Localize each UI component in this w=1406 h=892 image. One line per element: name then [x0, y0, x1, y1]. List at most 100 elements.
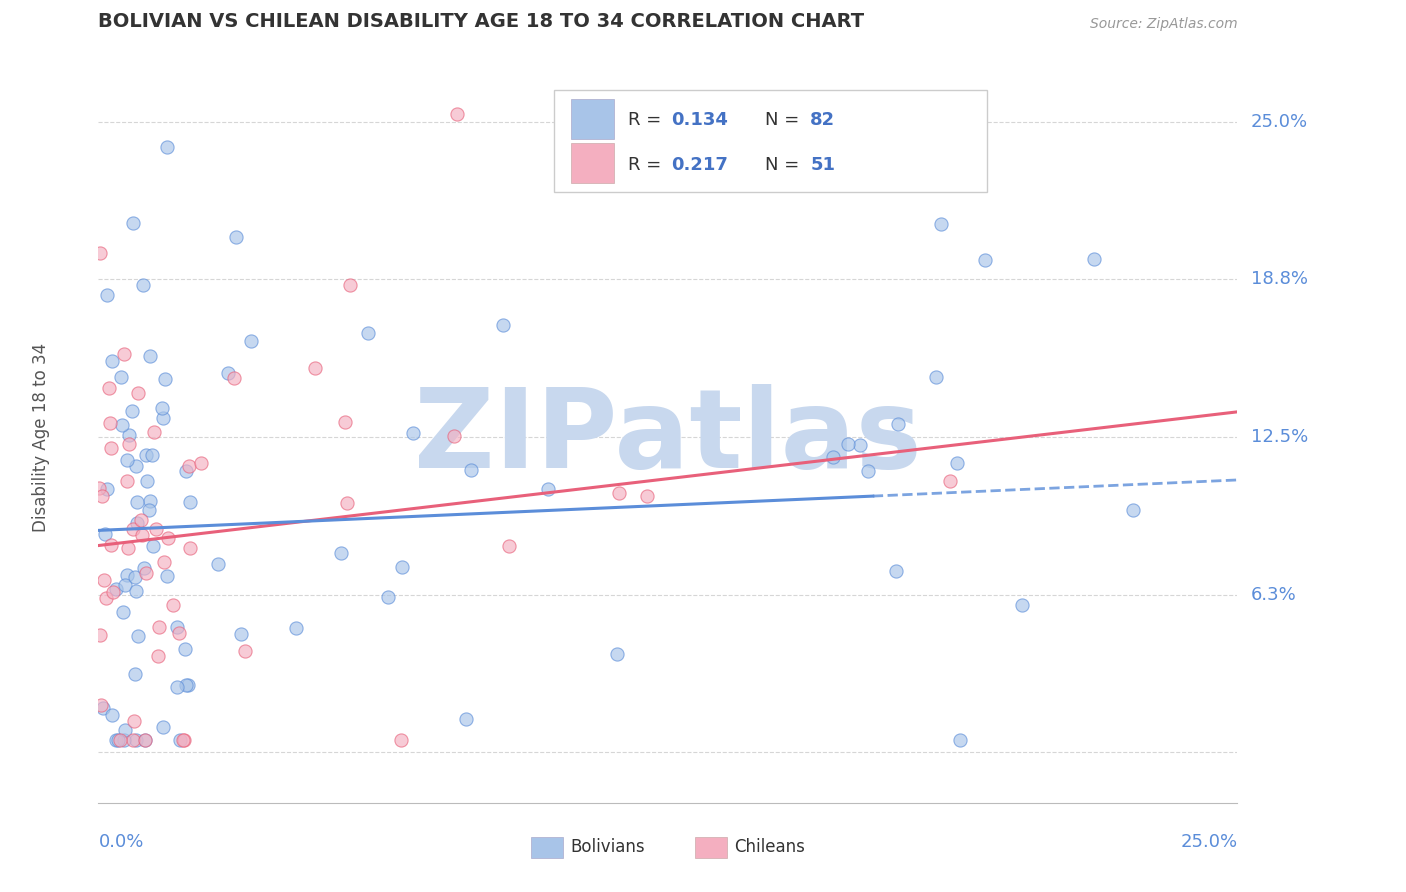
Point	[127, 516, 149, 531]
Text: N =: N =	[765, 156, 804, 174]
Text: 25.0%: 25.0%	[1180, 833, 1237, 851]
Point	[333, 415, 356, 429]
Point	[240, 334, 263, 348]
Point	[90, 698, 112, 712]
Point	[122, 216, 145, 230]
Text: R =: R =	[628, 156, 666, 174]
Text: Bolivians: Bolivians	[569, 838, 644, 856]
Point	[129, 513, 152, 527]
Text: 6.3%: 6.3%	[1251, 586, 1296, 604]
Point	[94, 526, 117, 541]
Point	[132, 561, 155, 575]
Point	[105, 582, 128, 596]
Point	[145, 522, 167, 536]
Point	[179, 495, 201, 509]
Point	[96, 287, 118, 301]
Point	[446, 107, 468, 121]
Point	[606, 647, 628, 661]
Point	[176, 678, 198, 692]
Point	[155, 140, 177, 154]
Point	[91, 489, 114, 503]
Point	[114, 723, 136, 737]
Point	[131, 527, 153, 541]
Text: 18.8%: 18.8%	[1251, 270, 1308, 288]
Point	[125, 495, 148, 509]
Bar	[571, 143, 614, 183]
Point	[139, 494, 162, 508]
Point	[115, 452, 138, 467]
Text: 82: 82	[810, 112, 835, 129]
Point	[402, 426, 425, 441]
Point	[96, 482, 118, 496]
Point	[142, 539, 165, 553]
Text: Source: ZipAtlas.com: Source: ZipAtlas.com	[1090, 17, 1237, 31]
Point	[117, 474, 139, 488]
Point	[207, 557, 229, 571]
Point	[856, 464, 879, 478]
Point	[929, 217, 952, 231]
Point	[339, 277, 361, 292]
Point	[837, 437, 859, 451]
Point	[217, 366, 239, 380]
Text: ZIPatlas: ZIPatlas	[413, 384, 922, 491]
Point	[156, 531, 179, 545]
Point	[233, 644, 256, 658]
Point	[108, 732, 131, 747]
Point	[336, 496, 359, 510]
Point	[172, 732, 194, 747]
Point	[167, 625, 190, 640]
Point	[939, 475, 962, 489]
Text: Disability Age 18 to 34: Disability Age 18 to 34	[32, 343, 51, 532]
Point	[884, 564, 907, 578]
Text: 12.5%: 12.5%	[1251, 428, 1308, 446]
Text: 0.217: 0.217	[671, 156, 728, 174]
Point	[498, 539, 520, 553]
Text: Chileans: Chileans	[734, 838, 804, 856]
Point	[636, 489, 658, 503]
Point	[134, 732, 156, 747]
Point	[162, 598, 184, 612]
Point	[118, 428, 141, 442]
Point	[125, 584, 148, 599]
Point	[124, 714, 146, 728]
Point	[173, 732, 195, 747]
Point	[114, 577, 136, 591]
Text: N =: N =	[765, 112, 804, 129]
Point	[100, 538, 122, 552]
Point	[329, 546, 352, 560]
Point	[89, 245, 111, 260]
Point	[125, 459, 148, 474]
Point	[105, 732, 128, 747]
Point	[886, 417, 908, 431]
Point	[138, 503, 160, 517]
Bar	[571, 99, 614, 139]
Point	[156, 569, 179, 583]
Point	[849, 438, 872, 452]
Point	[122, 732, 145, 747]
Point	[132, 278, 155, 293]
Point	[174, 464, 197, 478]
Point	[101, 354, 124, 368]
Point	[925, 370, 948, 384]
Point	[87, 481, 110, 495]
Point	[304, 360, 326, 375]
Point	[127, 629, 149, 643]
Point	[1083, 252, 1105, 266]
Point	[179, 541, 201, 555]
Point	[111, 417, 134, 432]
Point	[391, 732, 413, 747]
Point	[117, 541, 139, 556]
Point	[443, 429, 465, 443]
Point	[150, 401, 173, 416]
Point	[94, 591, 117, 605]
Point	[823, 450, 845, 464]
Point	[101, 585, 124, 599]
Point	[166, 681, 188, 695]
Point	[225, 230, 247, 244]
Point	[174, 641, 197, 656]
Point	[148, 620, 170, 634]
Point	[537, 482, 560, 496]
Point	[492, 318, 515, 332]
Point	[169, 732, 191, 747]
Point	[949, 732, 972, 747]
